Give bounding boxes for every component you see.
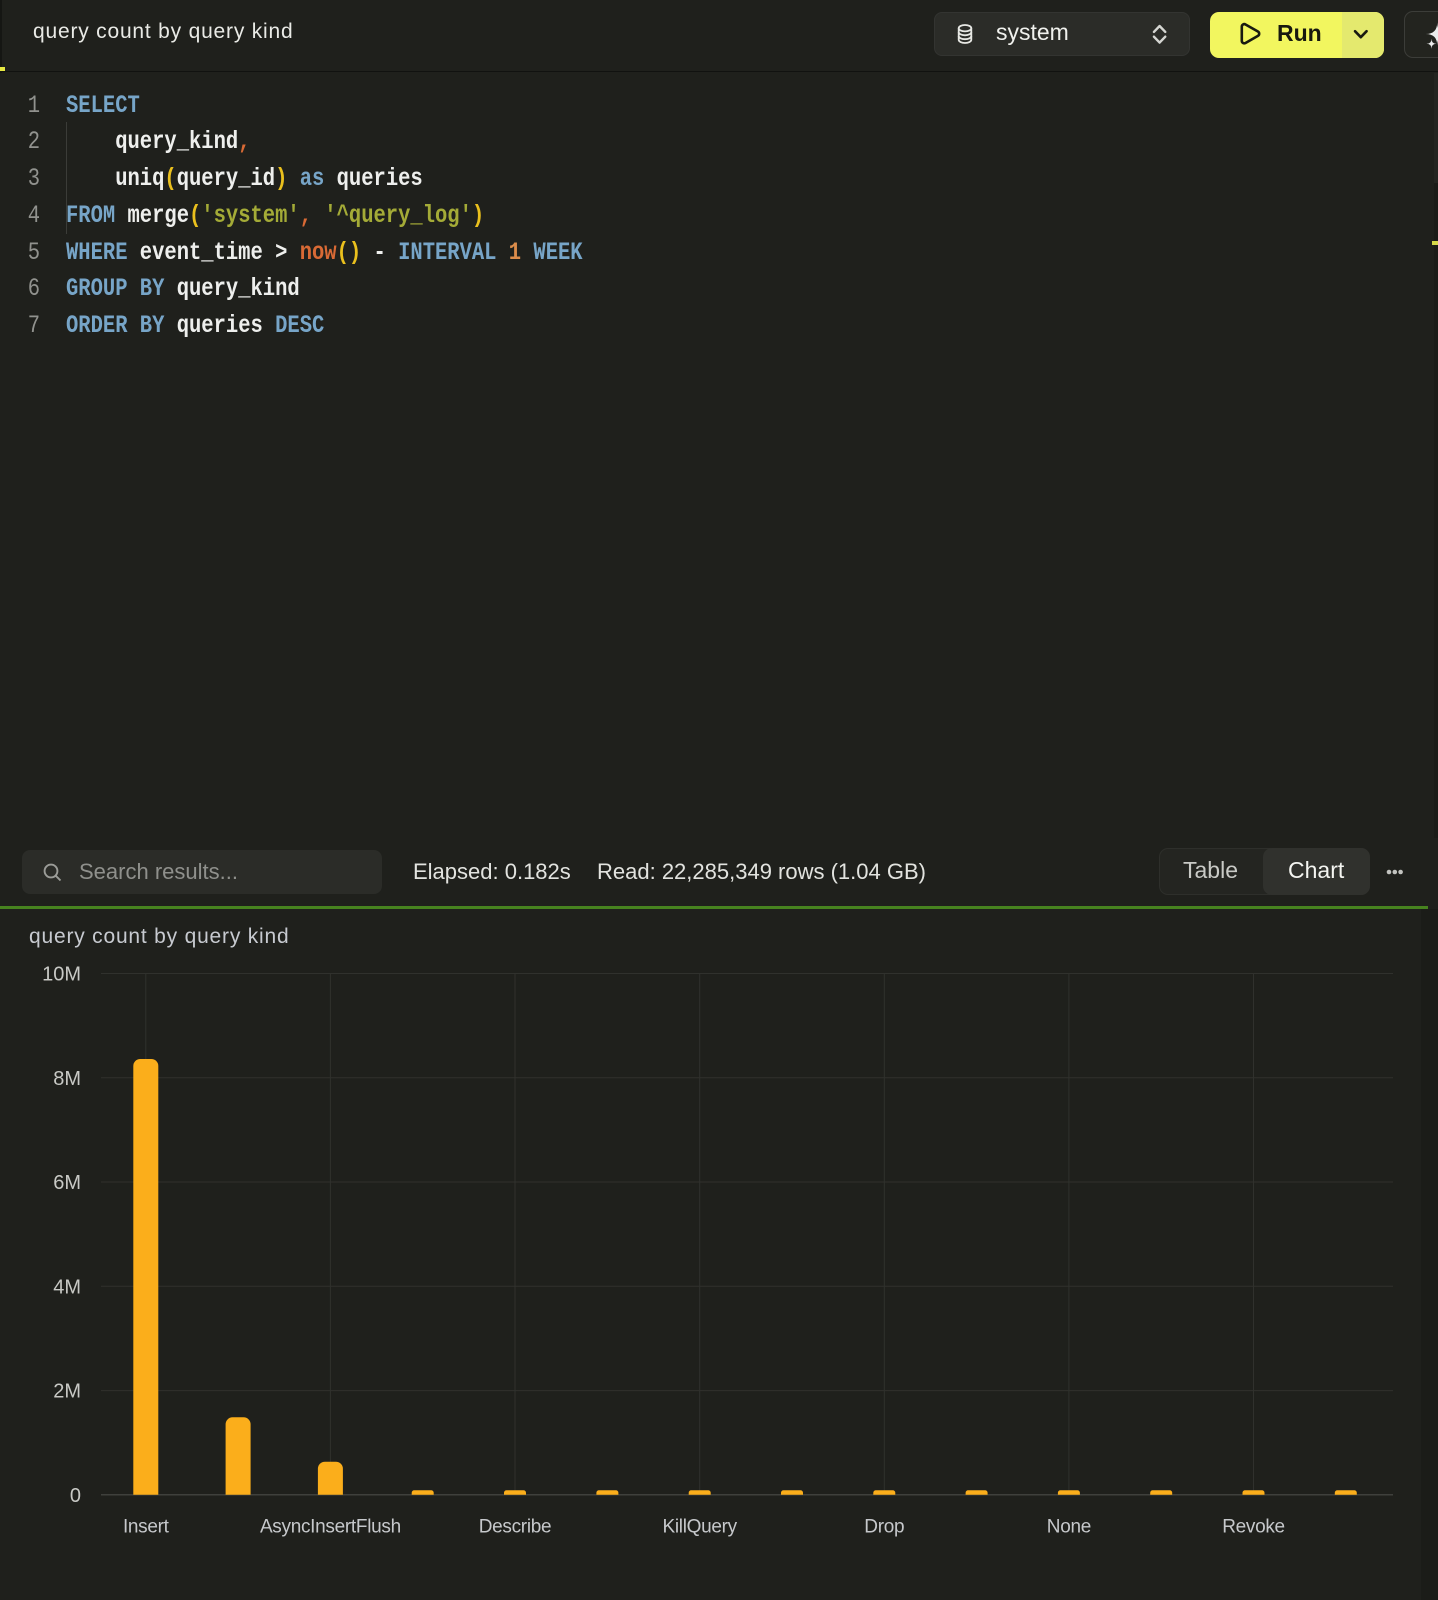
svg-text:AsyncInsertFlush: AsyncInsertFlush xyxy=(260,1517,401,1538)
svg-text:4M: 4M xyxy=(53,1276,81,1298)
svg-text:Insert: Insert xyxy=(123,1517,170,1538)
svg-text:10M: 10M xyxy=(42,964,81,986)
svg-text:KillQuery: KillQuery xyxy=(663,1517,738,1538)
svg-text:Revoke: Revoke xyxy=(1222,1517,1285,1538)
svg-text:Drop: Drop xyxy=(864,1517,904,1538)
svg-text:Describe: Describe xyxy=(479,1517,552,1538)
svg-text:None: None xyxy=(1047,1517,1091,1538)
svg-text:8M: 8M xyxy=(53,1068,81,1090)
svg-text:2M: 2M xyxy=(53,1381,81,1403)
svg-text:0: 0 xyxy=(70,1485,81,1507)
svg-text:6M: 6M xyxy=(53,1172,81,1194)
